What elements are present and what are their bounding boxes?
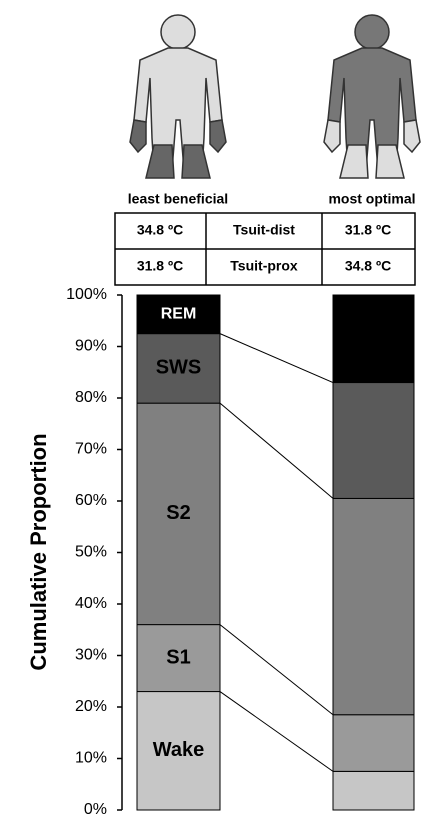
segment-label: SWS xyxy=(156,357,202,379)
segment-label: S2 xyxy=(166,502,190,524)
bar-segment xyxy=(333,295,414,383)
y-tick-label: 80% xyxy=(75,389,107,406)
table-cell: 31.8 ºC xyxy=(345,222,391,238)
segment-label: S1 xyxy=(166,646,190,668)
table-cell: 34.8 ºC xyxy=(137,222,183,238)
connector xyxy=(220,334,333,383)
bar-segment xyxy=(333,383,414,499)
table-cell: 34.8 ºC xyxy=(345,258,391,274)
y-tick-label: 60% xyxy=(75,492,107,509)
bar-segment xyxy=(333,771,414,810)
y-tick-label: 100% xyxy=(66,286,107,303)
y-tick-label: 70% xyxy=(75,441,107,458)
table-cell: Tsuit-prox xyxy=(230,258,298,274)
page: {"chart_data": {"type": "stacked-bar", "… xyxy=(0,0,434,822)
connector xyxy=(220,403,333,498)
figure-most-optimal xyxy=(324,15,420,178)
bar-segment xyxy=(333,715,414,772)
y-tick-label: 30% xyxy=(75,647,107,664)
y-tick-label: 10% xyxy=(75,750,107,767)
y-tick-label: 90% xyxy=(75,338,107,355)
y-tick-label: 40% xyxy=(75,595,107,612)
bar-segment xyxy=(333,498,414,714)
y-tick-label: 20% xyxy=(75,698,107,715)
segment-label: REM xyxy=(161,306,197,323)
connector xyxy=(220,625,333,715)
table-cell: Tsuit-dist xyxy=(233,222,295,238)
y-axis-label: Cumulative Proportion xyxy=(26,433,51,670)
y-tick-label: 50% xyxy=(75,544,107,561)
connector xyxy=(220,692,333,772)
segment-label: Wake xyxy=(153,739,205,761)
chart: least beneficial most optimal Cumulative… xyxy=(0,0,434,822)
figure-least-beneficial xyxy=(130,15,226,178)
category-label: least beneficial xyxy=(128,191,228,207)
y-tick-label: 0% xyxy=(84,801,107,818)
table-cell: 31.8 ºC xyxy=(137,258,183,274)
category-label: most optimal xyxy=(328,191,415,207)
